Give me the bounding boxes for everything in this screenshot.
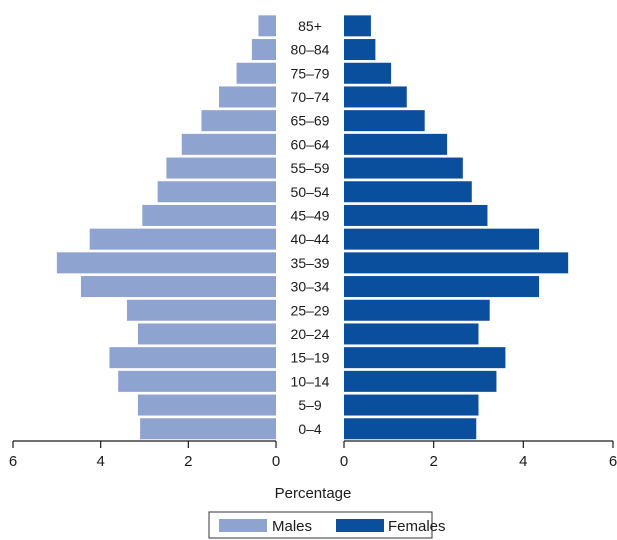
- age-label-50-54: 50–54: [291, 184, 330, 200]
- male-bars-group: [56, 15, 277, 440]
- age-group-labels: 0–4 5–9 10–14 15–19 20–24 25–29 30–34 35–39 40–4…: [291, 18, 330, 437]
- female-bar-85: [344, 15, 371, 37]
- female-bar-20-24: [344, 323, 479, 345]
- legend-swatch-females: [336, 519, 384, 532]
- age-label-40-44: 40–44: [291, 231, 330, 247]
- age-label-45-49: 45–49: [291, 207, 330, 223]
- age-label-55-59: 55–59: [291, 160, 330, 176]
- male-bar-75-79: [236, 62, 276, 84]
- age-label-30-34: 30–34: [291, 279, 330, 295]
- age-label-85: 85+: [298, 18, 322, 34]
- male-bar-85: [258, 15, 276, 37]
- female-bar-25-29: [344, 299, 490, 321]
- legend-label-females: Females: [388, 518, 446, 535]
- male-bar-35-39: [56, 252, 277, 274]
- female-bar-55-59: [344, 157, 463, 179]
- male-bar-5-9: [137, 394, 276, 416]
- female-bar-80-84: [344, 39, 376, 61]
- male-bar-80-84: [251, 39, 276, 61]
- male-bar-55-59: [166, 157, 276, 179]
- male-bar-70-74: [219, 86, 276, 108]
- age-label-65-69: 65–69: [291, 113, 330, 129]
- left-tick-label-2: 2: [184, 453, 192, 470]
- male-bar-45-49: [142, 204, 276, 226]
- age-label-5-9: 5–9: [298, 397, 322, 413]
- age-label-25-29: 25–29: [291, 302, 330, 318]
- age-label-10-14: 10–14: [291, 373, 330, 389]
- right-tick-label-2: 2: [429, 453, 437, 470]
- male-bar-60-64: [181, 133, 276, 155]
- male-bar-15-19: [109, 347, 276, 369]
- age-label-70-74: 70–74: [291, 89, 330, 105]
- legend-box: [208, 511, 433, 539]
- age-label-80-84: 80–84: [291, 42, 330, 58]
- female-bar-60-64: [344, 133, 448, 155]
- age-label-20-24: 20–24: [291, 326, 330, 342]
- female-bar-35-39: [344, 252, 569, 274]
- female-bar-75-79: [344, 62, 392, 84]
- left-tick-label-4: 4: [96, 453, 104, 470]
- female-bar-0-4: [344, 418, 477, 440]
- female-bar-70-74: [344, 86, 407, 108]
- female-bar-5-9: [344, 394, 479, 416]
- right-tick-label-4: 4: [519, 453, 527, 470]
- left-tick-label-6: 6: [9, 453, 17, 470]
- legend: Males Females: [208, 511, 446, 539]
- female-bar-40-44: [344, 228, 540, 250]
- right-x-axis: 0 2 4 6: [340, 440, 617, 470]
- female-bar-50-54: [344, 181, 472, 203]
- male-bar-10-14: [118, 370, 276, 392]
- female-bar-30-34: [344, 276, 540, 298]
- right-tick-label-6: 6: [609, 453, 617, 470]
- female-bar-45-49: [344, 204, 488, 226]
- female-bar-15-19: [344, 347, 506, 369]
- male-bar-20-24: [137, 323, 276, 345]
- male-bar-65-69: [201, 110, 276, 132]
- x-axis-label: Percentage: [275, 485, 352, 502]
- male-bar-30-34: [80, 276, 276, 298]
- male-bar-25-29: [126, 299, 276, 321]
- legend-label-males: Males: [272, 518, 312, 535]
- female-bar-65-69: [344, 110, 425, 132]
- age-label-15-19: 15–19: [291, 350, 330, 366]
- female-bar-10-14: [344, 370, 497, 392]
- age-label-75-79: 75–79: [291, 65, 330, 81]
- left-tick-label-0: 0: [272, 453, 280, 470]
- right-tick-label-0: 0: [340, 453, 348, 470]
- legend-swatch-males: [219, 519, 267, 532]
- female-bars-group: [344, 15, 569, 440]
- male-bar-0-4: [140, 418, 276, 440]
- age-label-35-39: 35–39: [291, 255, 330, 271]
- age-label-60-64: 60–64: [291, 136, 330, 152]
- male-bar-40-44: [89, 228, 276, 250]
- left-x-axis: 0 2 4 6: [9, 440, 280, 470]
- age-label-0-4: 0–4: [298, 421, 322, 437]
- male-bar-50-54: [157, 181, 276, 203]
